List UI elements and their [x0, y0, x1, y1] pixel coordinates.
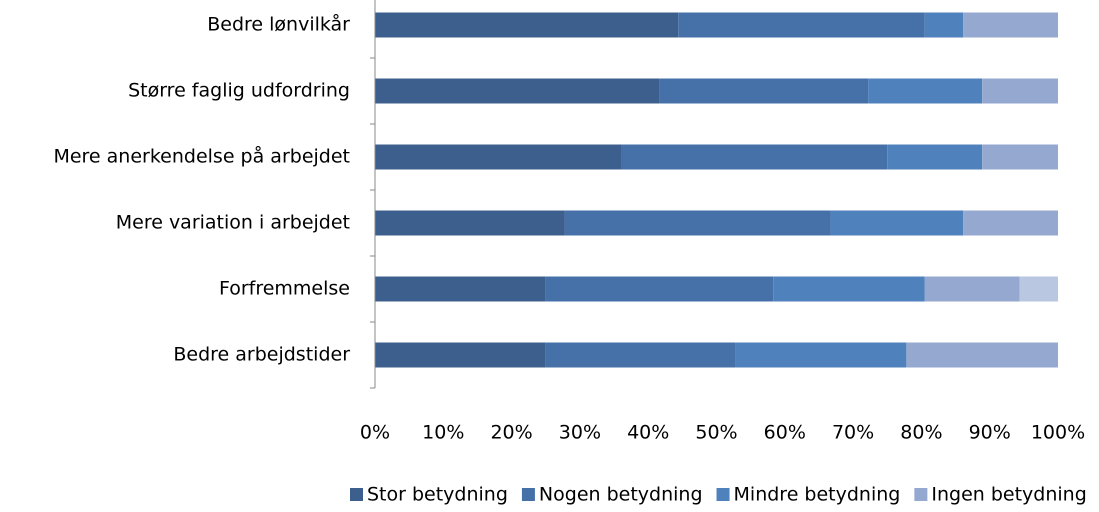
- x-tick-label: 80%: [900, 422, 942, 444]
- bar-segment: [375, 12, 679, 38]
- category-label: Forfremmelse: [219, 278, 350, 300]
- bar-segment: [924, 276, 1020, 302]
- bar-segment: [375, 342, 546, 368]
- x-tick-label: 90%: [969, 422, 1011, 444]
- bar-segment: [375, 78, 660, 104]
- bar-segment: [621, 144, 888, 170]
- x-tick-label: 40%: [627, 422, 669, 444]
- x-tick-label: 70%: [832, 422, 874, 444]
- legend-swatch: [716, 488, 730, 501]
- bar-segment: [375, 144, 622, 170]
- legend-swatch: [521, 488, 535, 501]
- x-tick-label: 30%: [559, 422, 601, 444]
- x-tick-label: 20%: [490, 422, 532, 444]
- x-tick-label: 100%: [1031, 422, 1085, 444]
- x-tick-label: 50%: [695, 422, 737, 444]
- bar-segment: [924, 12, 964, 38]
- legend-label: Ingen betydning: [931, 484, 1086, 506]
- category-label: Bedre arbejdstider: [173, 344, 350, 366]
- legend-label: Nogen betydning: [539, 484, 703, 506]
- bar-segment: [1019, 276, 1058, 302]
- bar-segment: [659, 78, 869, 104]
- bar-segment: [375, 210, 565, 236]
- bar-segment: [982, 78, 1058, 104]
- bar-segment: [906, 342, 1058, 368]
- category-label: Mere variation i arbejdet: [116, 212, 350, 234]
- legend-swatch: [914, 488, 928, 501]
- bar-segment: [830, 210, 964, 236]
- legend-label: Mindre betydning: [734, 484, 901, 506]
- bar-segment: [887, 144, 983, 170]
- x-tick-label: 0%: [360, 422, 390, 444]
- bar-segment: [678, 12, 925, 38]
- bar-segment: [773, 276, 925, 302]
- bar-segment: [963, 12, 1058, 38]
- category-label: Mere anerkendelse på arbejdet: [53, 145, 350, 168]
- bar-segment: [735, 342, 907, 368]
- bar-segment: [375, 276, 546, 302]
- legend-label: Stor betydning: [367, 484, 508, 506]
- bar-segment: [564, 210, 831, 236]
- bar-segment: [963, 210, 1058, 236]
- legend-swatch: [350, 488, 363, 501]
- bar-segment: [545, 342, 736, 368]
- x-tick-label: 10%: [422, 422, 464, 444]
- category-label: Større faglig udfordring: [128, 80, 350, 102]
- x-tick-label: 60%: [764, 422, 806, 444]
- bar-segment: [982, 144, 1058, 170]
- category-label: Bedre lønvilkår: [207, 13, 350, 36]
- bar-segment: [868, 78, 983, 104]
- bar-segment: [545, 276, 774, 302]
